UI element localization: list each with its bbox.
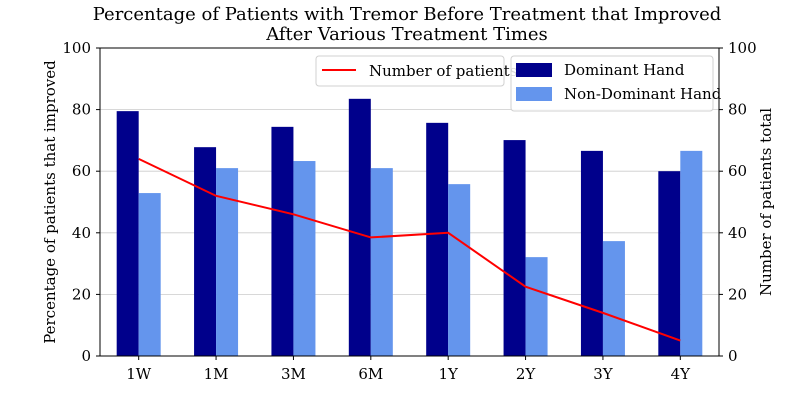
y2-tick-label: 60 — [728, 162, 747, 180]
bar-non-dominant-2y — [525, 257, 548, 356]
y-tick-label: 80 — [72, 101, 91, 119]
bar-dominant-1w — [116, 111, 139, 356]
bar-dominant-3m — [271, 126, 294, 357]
legend-swatch-non-dominant — [516, 87, 552, 101]
bar-dominant-3y — [580, 150, 603, 356]
y-tick-label: 0 — [81, 347, 91, 365]
y2-axis-label: Number of patients total — [757, 108, 775, 296]
bar-non-dominant-6m — [370, 168, 393, 356]
y-axis-label: Percentage of patients that improved — [41, 60, 59, 344]
y-tick-label: 100 — [62, 39, 91, 57]
y2-tick-label: 100 — [728, 39, 757, 57]
legend-bar-box: Dominant Hand Non-Dominant Hand — [510, 55, 722, 112]
x-tick-label-1w: 1W — [126, 365, 152, 383]
bar-non-dominant-1w — [138, 193, 161, 356]
bars — [116, 98, 703, 357]
x-tick-label-1y: 1Y — [438, 365, 459, 383]
y2-tick-label: 40 — [728, 224, 747, 242]
bar-dominant-1m — [194, 147, 217, 356]
bar-dominant-2y — [503, 140, 526, 356]
y2-tick-label: 20 — [728, 285, 747, 303]
plot-frame — [99, 47, 720, 357]
line-number-of-patients — [138, 157, 681, 342]
y2-tick-label: 80 — [728, 101, 747, 119]
bar-dominant-4y — [658, 171, 681, 356]
axes — [96, 47, 723, 360]
y-tick-label: 40 — [72, 224, 91, 242]
x-tick-label-3y: 3Y — [593, 365, 614, 383]
bar-dominant-1y — [426, 122, 449, 357]
x-tick-label-1m: 1M — [204, 365, 229, 383]
bar-non-dominant-1m — [216, 168, 239, 356]
x-tick-label-6m: 6M — [358, 365, 383, 383]
bar-non-dominant-3y — [602, 241, 625, 356]
patients-line — [138, 157, 681, 342]
legend-swatch-dominant — [516, 63, 552, 77]
legend-line-box: Number of patients — [315, 55, 517, 87]
chart-title-line1: Percentage of Patients with Tremor Befor… — [93, 4, 722, 25]
tick-labels: 0 20 40 60 80 100 0 20 40 60 80 100 1W 1M 3M 6M 1Y 2Y 3Y 4Y — [62, 39, 756, 383]
y-tick-label: 20 — [72, 285, 91, 303]
bar-non-dominant-4y — [680, 150, 703, 356]
y2-tick-label: 0 — [728, 347, 738, 365]
bar-non-dominant-3m — [293, 161, 316, 356]
chart-title-line2: After Various Treatment Times — [265, 24, 548, 45]
x-tick-label-2y: 2Y — [516, 365, 537, 383]
x-tick-label-4y: 4Y — [671, 365, 692, 383]
bar-non-dominant-1y — [448, 184, 471, 356]
grid-lines — [100, 109, 719, 295]
bar-dominant-6m — [348, 98, 371, 356]
x-tick-label-3m: 3M — [281, 365, 306, 383]
legend-label-non-dominant: Non-Dominant Hand — [564, 85, 722, 103]
legend-line-label: Number of patients — [369, 62, 517, 80]
y-tick-label: 60 — [72, 162, 91, 180]
legend-label-dominant: Dominant Hand — [564, 61, 685, 79]
